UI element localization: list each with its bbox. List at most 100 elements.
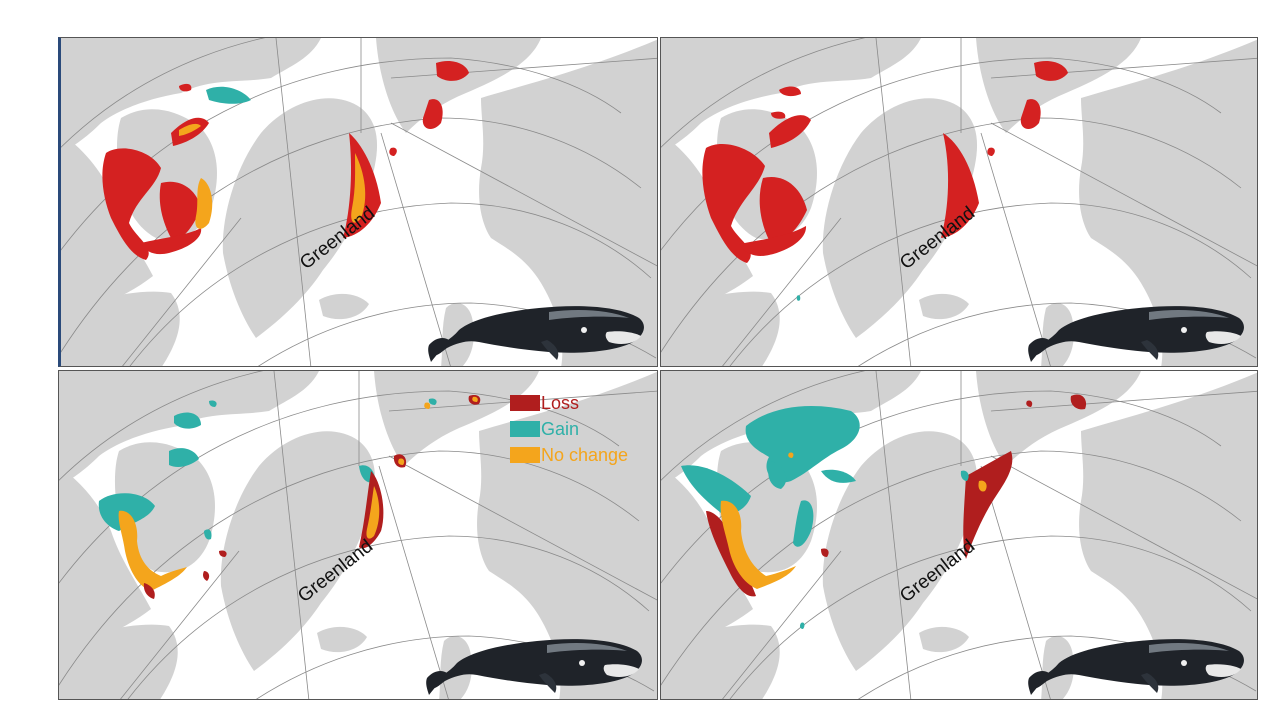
legend-label-gain: Gain xyxy=(541,419,580,439)
habitat-svalbard-nc xyxy=(472,396,478,402)
landmass-svalbard xyxy=(376,38,541,133)
habitat-layer xyxy=(98,394,481,599)
habitat-east-greenland xyxy=(941,133,979,238)
grid-latitude-1 xyxy=(61,38,266,148)
habitat-arctic-gain xyxy=(206,86,251,104)
grid-meridian-5 xyxy=(122,217,242,366)
habitat-svalbard-2 xyxy=(1020,99,1041,130)
habitat-svalbard-3 xyxy=(424,402,431,409)
legend-swatch-gain xyxy=(510,421,540,437)
habitat-layer xyxy=(102,61,469,260)
map-svg: Greenland xyxy=(61,38,657,366)
map-panel-top-right: Greenland xyxy=(660,37,1258,367)
bowhead-whale-illustration xyxy=(426,639,642,695)
landmass-greenland xyxy=(222,98,378,338)
landmass-svalbard xyxy=(976,371,1141,466)
habitat-lancaster-nc xyxy=(179,123,201,136)
landmass-iceland xyxy=(919,626,969,653)
map-panel-bottom-left: Greenland xyxy=(58,370,658,700)
habitat-loss-small xyxy=(219,550,227,557)
grid-latitude-1 xyxy=(59,371,264,481)
grid-latitude-3 xyxy=(661,117,1242,353)
habitat-gain-arctic-small xyxy=(788,452,794,458)
habitat-loss-small xyxy=(821,548,829,557)
landmass-scandinavia xyxy=(1079,372,1257,699)
habitat-nochange-east-greenland xyxy=(366,486,380,539)
grid-meridian-1 xyxy=(273,371,310,699)
grid-meridian-3 xyxy=(980,132,1051,366)
landmass-canada-west xyxy=(661,466,753,651)
habitat-gain-west xyxy=(98,493,155,531)
grid-latitude-3 xyxy=(661,450,1242,686)
habitat-davis-strait xyxy=(141,228,202,255)
legend-item-loss: Loss xyxy=(510,393,660,419)
grid-meridian-1 xyxy=(875,38,912,366)
habitat-loss-davis xyxy=(143,583,155,599)
graticule xyxy=(661,371,1257,699)
habitat-svalbard-1 xyxy=(1070,394,1087,410)
landmass-greenland xyxy=(822,98,978,338)
landmass-canada-north xyxy=(661,371,921,486)
habitat-baffin-bay xyxy=(159,181,201,239)
grid-meridian-5 xyxy=(722,550,842,699)
landmass-canada-north xyxy=(61,38,321,153)
map-svg: Greenland xyxy=(59,371,657,699)
grid-meridian-4 xyxy=(990,122,1257,267)
grid-meridian-3 xyxy=(980,465,1051,699)
habitat-baffin-bay xyxy=(759,176,807,242)
grid-meridian-1 xyxy=(875,371,912,699)
legend-item-no-change: No change xyxy=(510,445,660,471)
grid-meridian-3 xyxy=(380,132,451,366)
grid-latitude-4 xyxy=(729,535,1252,699)
habitat-lancaster xyxy=(769,115,811,148)
landmass-iceland xyxy=(919,293,969,320)
habitat-arctic-2 xyxy=(771,111,786,119)
habitat-svalbard-2 xyxy=(422,99,443,130)
landmass-svalbard xyxy=(374,371,539,466)
habitat-gain-ne xyxy=(821,469,856,483)
landmass-baffin-island xyxy=(114,442,215,573)
habitat-svalbard-2 xyxy=(1026,400,1033,407)
map-svg: Greenland xyxy=(661,38,1257,366)
landmass-canada-west xyxy=(61,133,153,318)
habitat-svalbard-1 xyxy=(1034,61,1068,81)
grid-meridian-6 xyxy=(390,57,657,79)
landmass-greenland xyxy=(822,431,978,671)
habitat-arctic-loss xyxy=(179,83,192,92)
habitat-nochange-baffin xyxy=(195,178,213,229)
map-panel-top-left: Greenland xyxy=(58,37,658,367)
landmass-iceland xyxy=(319,293,369,320)
bowhead-whale-illustration xyxy=(428,306,644,362)
landmass-canada-west xyxy=(59,466,151,651)
bowhead-whale-illustration xyxy=(1028,306,1244,362)
habitat-gain-baffin-east xyxy=(793,500,814,547)
legend-item-gain: Gain xyxy=(510,419,660,445)
habitat-gain-west xyxy=(681,465,751,514)
grid-meridian-4 xyxy=(390,122,657,267)
habitat-layer xyxy=(681,394,1087,629)
grid-latitude-4 xyxy=(729,202,1252,366)
habitat-baffin-west xyxy=(102,148,161,260)
habitat-svalbard-3 xyxy=(389,147,397,156)
habitat-arctic-1 xyxy=(779,86,801,97)
grid-meridian-3 xyxy=(378,465,449,699)
bowhead-whale-illustration xyxy=(1028,639,1244,695)
habitat-nochange-west xyxy=(118,510,187,591)
landmasses xyxy=(61,38,657,366)
habitat-gain-small xyxy=(204,529,212,540)
grid-latitude-1 xyxy=(661,371,866,481)
landmasses xyxy=(661,38,1257,366)
grid-latitude-4 xyxy=(129,202,652,366)
grid-meridian-4 xyxy=(990,455,1257,600)
landmasses xyxy=(661,371,1257,699)
habitat-gain-baffin xyxy=(169,448,199,467)
landmass-canada-north xyxy=(661,38,921,153)
map-legend: Loss Gain No change xyxy=(510,393,660,471)
grid-meridian-6 xyxy=(990,390,1257,412)
habitat-baffin-west xyxy=(702,144,765,263)
landmass-iceland xyxy=(317,626,367,653)
habitat-gain-arctic-2 xyxy=(209,400,217,407)
habitat-gain-speck xyxy=(799,622,805,629)
grid-latitude-1 xyxy=(661,38,866,148)
habitat-loss-east-greenland xyxy=(963,451,1013,559)
